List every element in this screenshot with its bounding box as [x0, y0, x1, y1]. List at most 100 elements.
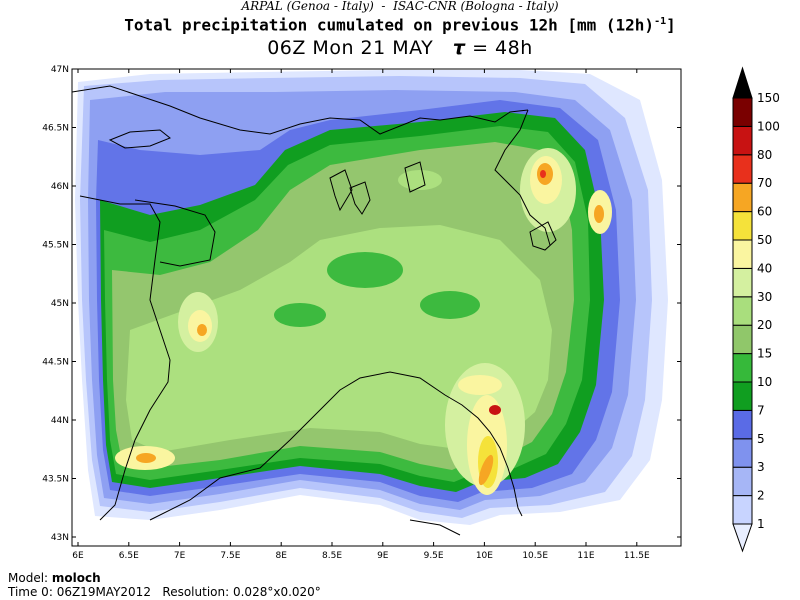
lon-tick-label: 10.5E — [522, 551, 548, 561]
colorbar: 1 2 3 5 7 10 15 20 30 40 50 60 70 80 100 150 — [732, 66, 780, 553]
precip-patch-green — [274, 303, 326, 327]
colorbar-box — [732, 239, 753, 269]
lon-tick-label: 8E — [275, 551, 287, 561]
colorbar-label: 1 — [757, 517, 765, 531]
longitude-ticks: 6E 6.5E 7E 7.5E 8E 8.5E 9E 9.5E 10E 10.5E 11E 11.5E — [72, 69, 650, 561]
title-end: ] — [666, 15, 676, 35]
lon-tick-label: 9.5E — [424, 551, 444, 561]
lake-shore — [349, 181, 371, 215]
lon-tick-label: 8.5E — [322, 551, 342, 561]
coastline — [108, 129, 171, 149]
colorbar-label: 40 — [757, 261, 772, 275]
precip-cell-70 — [478, 454, 494, 486]
coastline — [529, 221, 557, 251]
colorbar-label: 2 — [757, 489, 765, 503]
tau-value: = 48h — [472, 37, 533, 59]
colorbar-label: 150 — [757, 91, 780, 105]
time0-line: Time 0: 06Z19MAY2012 Resolution: 0.028°x… — [8, 586, 321, 599]
precip-cell-40 — [458, 375, 502, 395]
colorbar-box — [732, 438, 753, 468]
lat-tick-label: 44N — [51, 416, 69, 426]
precip-patch-green — [327, 252, 403, 288]
colorbar-label: 30 — [757, 290, 772, 304]
lon-tick-label: 6.5E — [119, 551, 139, 561]
colorbar-label: 70 — [757, 176, 772, 190]
resolution-label: Resolution: — [162, 585, 230, 599]
coastline — [409, 519, 461, 536]
colorbar-box — [732, 353, 753, 383]
lat-tick-label: 44.5N — [42, 358, 69, 368]
time0-value: 06Z19MAY2012 — [56, 585, 151, 599]
lat-tick-label: 43.5N — [42, 475, 69, 485]
lon-tick-label: 6E — [72, 551, 84, 561]
tau-symbol: τ — [452, 37, 466, 59]
subtitle-institutions: ARPAL (Genoa - Italy) - ISAC-CNR (Bologn… — [241, 0, 559, 13]
valid-time-label: 06Z Mon 21 MAY τ = 48h — [0, 36, 800, 60]
colorbar-min-triangle — [732, 523, 753, 553]
lake-shore — [329, 169, 353, 212]
colorbar-label: 20 — [757, 318, 772, 332]
lake-shore — [404, 161, 426, 193]
model-line: Model: moloch — [8, 572, 101, 585]
model-label: Model: — [8, 571, 49, 585]
colorbar-box — [732, 324, 753, 355]
valid-time-text: 06Z Mon 21 MAY — [267, 37, 434, 59]
lon-tick-label: 7.5E — [220, 551, 240, 561]
lat-tick-label: 43N — [51, 533, 69, 543]
colorbar-label: 5 — [757, 432, 765, 446]
precip-cell-60 — [136, 453, 156, 463]
precip-cell-70 — [540, 170, 546, 178]
lat-tick-label: 45.5N — [42, 241, 69, 251]
title-exponent: -1 — [654, 16, 667, 27]
colorbar-label: 60 — [757, 205, 772, 219]
colorbar-box — [732, 154, 753, 184]
lon-tick-label: 11.5E — [624, 551, 650, 561]
colorbar-box — [732, 466, 753, 497]
map-frame — [71, 68, 682, 547]
precip-cell-60 — [594, 205, 604, 223]
axis-ticks — [71, 68, 682, 547]
precipitation-field — [75, 70, 668, 525]
colorbar-box — [732, 381, 753, 411]
country-border — [494, 109, 551, 246]
lat-tick-label: 46.5N — [42, 124, 69, 134]
coastlines-borders — [72, 85, 557, 536]
colorbar-box — [732, 182, 753, 213]
lon-tick-label: 9E — [377, 551, 389, 561]
colorbar-label: 15 — [757, 347, 772, 361]
time0-label: Time 0: — [8, 585, 53, 599]
title-text: Total precipitation cumulated on previou… — [124, 15, 655, 35]
lon-tick-label: 7E — [174, 551, 186, 561]
precip-cell-80 — [489, 405, 501, 415]
precip-cell-60 — [197, 324, 207, 336]
country-border — [72, 85, 529, 135]
chart-title: Total precipitation cumulated on previou… — [0, 12, 800, 35]
colorbar-box — [732, 211, 753, 241]
coastline — [134, 199, 216, 267]
colorbar-box — [732, 495, 753, 525]
colorbar-label: 3 — [757, 460, 765, 474]
colorbar-label: 100 — [757, 119, 780, 133]
colorbar-label: 80 — [757, 148, 772, 162]
model-value: moloch — [51, 571, 101, 585]
colorbar-box — [732, 267, 753, 298]
latitude-ticks: 47N 46.5N 46N 45.5N 45N 44.5N 44N 43.5N 43N — [42, 65, 681, 543]
map-plot-area: 6E 6.5E 7E 7.5E 8E 8.5E 9E 9.5E 10E 10.5E 11E 11.5E… — [42, 65, 682, 561]
colorbar-label: 50 — [757, 233, 772, 247]
lon-tick-label: 10E — [476, 551, 493, 561]
lon-tick-label: 11E — [577, 551, 594, 561]
colorbar-box — [732, 97, 753, 127]
lat-tick-label: 45N — [51, 299, 69, 309]
colorbar-label: 7 — [757, 403, 765, 417]
colorbar-max-triangle — [732, 66, 753, 99]
coastline — [79, 195, 171, 521]
coastline — [149, 371, 523, 521]
lat-tick-label: 47N — [51, 65, 69, 75]
colorbar-box — [732, 125, 753, 156]
colorbar-label: 10 — [757, 375, 772, 389]
resolution-value: 0.028°x0.020° — [232, 585, 321, 599]
colorbar-box — [732, 409, 753, 440]
colorbar-box — [732, 296, 753, 326]
precip-patch-green — [420, 291, 480, 319]
